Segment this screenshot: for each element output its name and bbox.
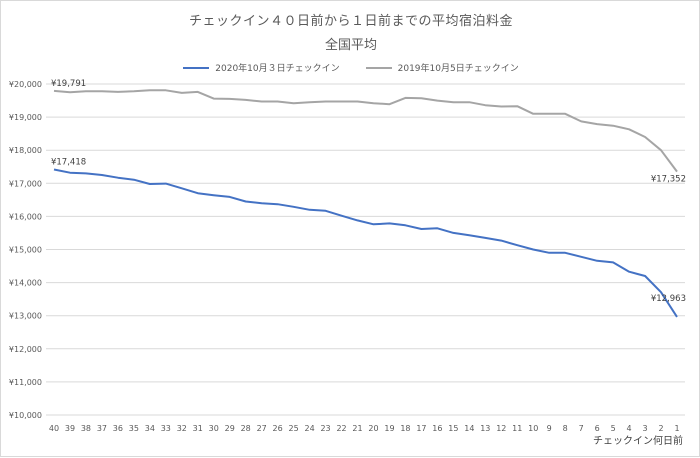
x-tick-label: 28 — [241, 424, 251, 433]
x-tick-label: 4 — [627, 424, 632, 433]
x-tick-label: 5 — [611, 424, 616, 433]
x-tick-label: 2 — [658, 424, 663, 433]
x-tick-label: 7 — [579, 424, 584, 433]
legend-label-2019: 2019年10月5日チェックイン — [397, 64, 519, 74]
x-tick-label: 13 — [480, 424, 490, 433]
x-axis-title: チェックイン何日前 — [593, 434, 683, 447]
legend-label-2020: 2020年10月３日チェックイン — [215, 64, 340, 74]
x-tick-label: 21 — [352, 424, 362, 433]
legend-item-2019: 2019年10月5日チェックイン — [365, 61, 519, 74]
x-tick-label: 32 — [177, 424, 187, 433]
data-label: ¥19,791 — [51, 79, 86, 89]
x-tick-label: 23 — [320, 424, 330, 433]
chart-subtitle: 全国平均 — [324, 38, 377, 53]
series-line-2020 — [53, 168, 678, 318]
y-tick-label: ¥14,000 — [9, 279, 42, 288]
x-tick-label: 29 — [225, 424, 235, 433]
y-tick-label: ¥15,000 — [9, 246, 42, 255]
x-tick-label: 18 — [400, 424, 410, 433]
x-tick-label: 37 — [97, 424, 107, 433]
y-tick-label: ¥20,000 — [9, 80, 42, 89]
x-tick-label: 38 — [81, 424, 91, 433]
x-tick-label: 20 — [368, 424, 378, 433]
x-tick-label: 9 — [547, 424, 552, 433]
x-tick-label: 1 — [674, 424, 679, 433]
legend-item-2020: 2020年10月３日チェックイン — [183, 61, 340, 74]
x-tick-label: 17 — [416, 424, 426, 433]
y-tick-label: ¥13,000 — [9, 312, 42, 321]
data-label: ¥17,418 — [51, 157, 86, 167]
y-tick-label: ¥16,000 — [9, 212, 42, 221]
x-tick-label: 25 — [289, 424, 299, 433]
y-tick-label: ¥17,000 — [9, 179, 42, 188]
legend-swatch-2020 — [183, 66, 210, 69]
x-tick-label: 30 — [209, 424, 219, 433]
x-tick-label: 34 — [145, 424, 155, 433]
x-tick-label: 6 — [595, 424, 600, 433]
data-label: ¥17,352 — [651, 175, 686, 185]
x-tick-label: 14 — [464, 424, 474, 433]
x-tick-label: 35 — [129, 424, 139, 433]
x-tick-label: 3 — [643, 424, 648, 433]
x-tick-label: 39 — [65, 424, 75, 433]
x-tick-label: 31 — [193, 424, 203, 433]
x-tick-label: 33 — [161, 424, 171, 433]
y-tick-label: ¥11,000 — [9, 378, 42, 387]
x-tick-label: 40 — [49, 424, 59, 433]
x-tick-label: 19 — [384, 424, 394, 433]
y-tick-label: ¥19,000 — [9, 113, 42, 122]
legend-swatch-2019 — [365, 66, 392, 69]
x-tick-label: 15 — [448, 424, 458, 433]
y-tick-label: ¥18,000 — [9, 146, 42, 155]
x-tick-label: 22 — [336, 424, 346, 433]
x-tick-label: 12 — [496, 424, 506, 433]
x-tick-label: 26 — [273, 424, 283, 433]
legend: 2020年10月３日チェックイン 2019年10月5日チェックイン — [1, 61, 700, 74]
x-tick-label: 36 — [113, 424, 123, 433]
y-tick-label: ¥12,000 — [9, 345, 42, 354]
series-line-2019 — [53, 89, 678, 173]
x-tick-label: 27 — [257, 424, 267, 433]
chart-title: チェックイン４０日前から１日前までの平均宿泊料金 — [188, 14, 513, 29]
x-tick-label: 10 — [528, 424, 538, 433]
x-tick-label: 16 — [432, 424, 442, 433]
x-tick-label: 11 — [512, 424, 522, 433]
data-label: ¥12,963 — [651, 294, 686, 304]
y-tick-label: ¥10,000 — [9, 411, 42, 420]
x-tick-label: 8 — [563, 424, 568, 433]
x-tick-label: 24 — [304, 424, 314, 433]
